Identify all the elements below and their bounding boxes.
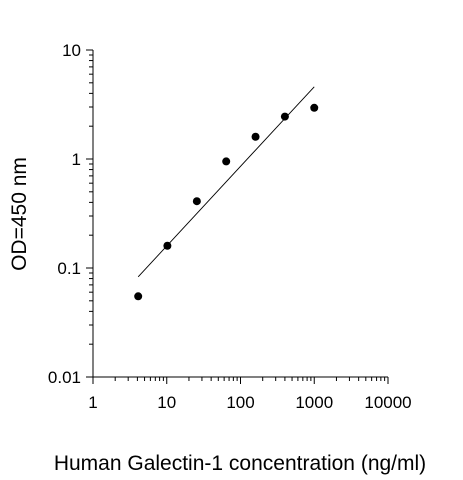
x-tick-label: 10000: [364, 393, 411, 412]
y-axis-label: OD=450 nm: [8, 157, 31, 271]
x-tick-label: 1: [88, 393, 97, 412]
y-tick-label: 0.1: [57, 259, 81, 278]
data-point: [163, 241, 172, 250]
data-point: [280, 112, 289, 121]
data-point: [134, 292, 143, 301]
y-tick-label: 10: [62, 41, 81, 60]
x-ticks: 1 10 100 1000 10000: [88, 377, 412, 412]
data-point: [222, 157, 231, 166]
data-point: [310, 103, 319, 112]
x-axis-label: Human Galectin-1 concentration (ng/ml): [54, 452, 426, 475]
axes: [92, 50, 388, 378]
x-tick-label: 100: [226, 393, 254, 412]
y-tick-label: 0.01: [48, 368, 81, 387]
data-points: [134, 103, 319, 301]
x-tick-label: 1000: [295, 393, 333, 412]
data-point: [251, 132, 260, 141]
data-point: [192, 197, 201, 206]
y-ticks: 0.01 0.1 1 10: [48, 41, 93, 387]
x-tick-label: 10: [157, 393, 176, 412]
y-tick-label: 1: [72, 150, 81, 169]
